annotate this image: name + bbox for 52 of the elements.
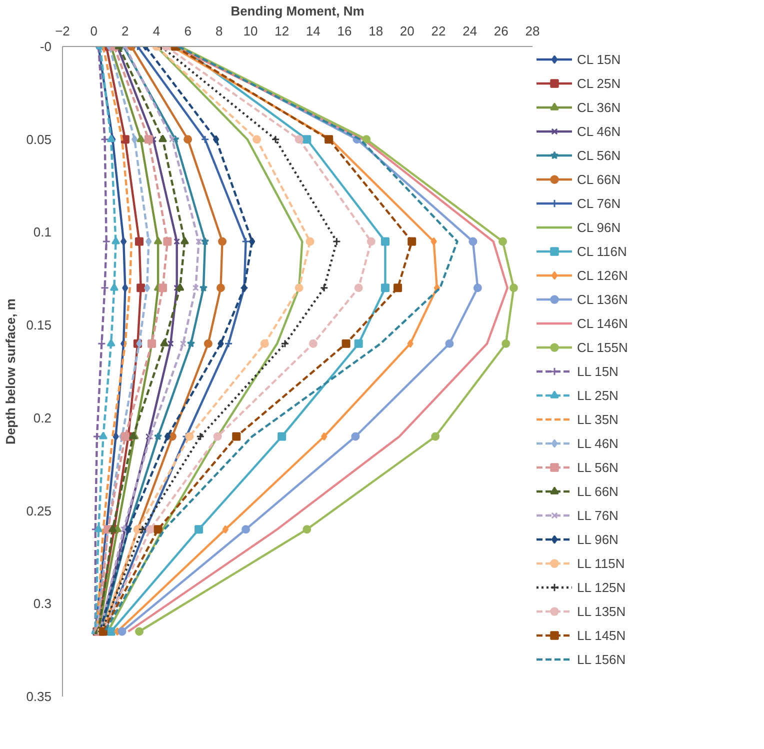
legend-label: LL 15N	[577, 362, 620, 380]
legend-label: CL 146N	[577, 314, 629, 332]
x-tick-label: 4	[152, 24, 160, 38]
y-tick-label: 0.15	[26, 318, 52, 333]
y-tick-label: -0	[40, 39, 52, 54]
x-tick-label: 24	[462, 24, 478, 38]
x-tick-label: 28	[525, 24, 540, 38]
legend-label: LL 66N	[577, 482, 620, 500]
legend-label: LL 125N	[577, 578, 627, 596]
x-tick-label: 22	[431, 24, 446, 38]
legend-label: CL 136N	[577, 290, 629, 308]
legend-label: LL 25N	[577, 386, 620, 404]
legend-label: LL 35N	[577, 410, 620, 428]
y-tick-label: 0.2	[33, 410, 52, 426]
legend-label: CL 66N	[577, 170, 622, 188]
y-tick-label: 0.3	[33, 596, 52, 612]
x-tick-label: 14	[306, 24, 320, 38]
legend-label: LL 156N	[577, 650, 627, 668]
x-tick-label: 2	[122, 24, 129, 38]
legend-label: LL 56N	[577, 458, 620, 476]
legend-label: CL 25N	[577, 74, 622, 92]
legend-label: CL 155N	[577, 338, 629, 356]
legend-label: CL 96N	[577, 218, 622, 236]
legend-label: CL 46N	[577, 122, 622, 140]
y-tick-label: 0.25	[26, 503, 52, 518]
legend-label: LL 135N	[577, 602, 627, 620]
x-tick-label: 0	[90, 24, 98, 38]
x-tick-label: 18	[368, 24, 384, 38]
legend-label: CL 126N	[577, 266, 629, 284]
x-tick-label: 16	[337, 24, 352, 38]
y-tick-label: 0.1	[33, 224, 52, 240]
legend-label: LL 76N	[577, 506, 620, 524]
y-tick-label: 0.35	[26, 689, 52, 704]
legend-label: CL 76N	[577, 194, 622, 212]
legend-label: LL 96N	[577, 530, 620, 548]
x-tick-label: 12	[274, 24, 290, 38]
legend-label: LL 46N	[577, 434, 620, 452]
legend-label: CL 116N	[577, 242, 628, 260]
x-tick-label: 10	[243, 24, 258, 38]
x-axis-title: Bending Moment, Nm	[230, 4, 364, 18]
x-tick-label: 8	[216, 24, 223, 38]
legend-label: CL 15N	[577, 50, 622, 68]
y-tick-label: 0.05	[26, 132, 52, 147]
x-tick-label: 26	[494, 24, 508, 38]
legend-label: LL 115N	[577, 554, 626, 572]
y-axis-title: Depth below surface, m	[3, 298, 18, 444]
legend-label: CL 36N	[577, 98, 622, 116]
legend-label: LL 145N	[577, 626, 627, 644]
legend-label: CL 56N	[577, 146, 622, 164]
x-tick-label: −2	[55, 24, 70, 38]
x-tick-label: 20	[400, 24, 414, 38]
x-tick-label: 6	[184, 24, 192, 38]
